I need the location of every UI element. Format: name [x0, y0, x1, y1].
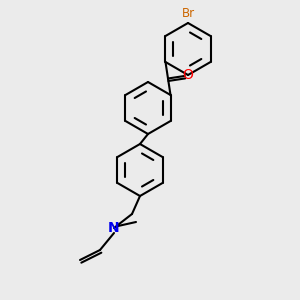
Text: O: O — [182, 68, 193, 83]
Text: Br: Br — [182, 7, 195, 20]
Text: N: N — [108, 221, 120, 235]
